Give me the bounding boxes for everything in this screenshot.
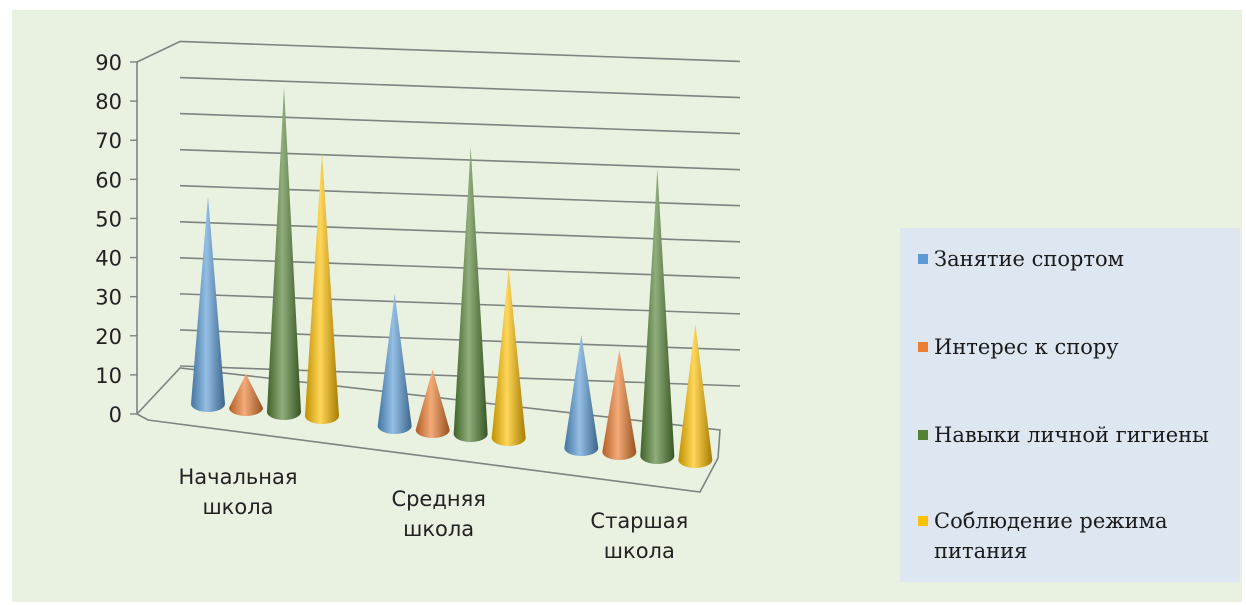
cone-4-3 bbox=[678, 324, 713, 468]
gridline bbox=[179, 148, 741, 171]
y-axis: 0 10 20 30 40 50 60 70 80 90 bbox=[95, 51, 137, 427]
cone-1-1 bbox=[191, 196, 225, 412]
legend-label: Навыки личной гигиены bbox=[934, 423, 1209, 447]
legend-label: Интерес к спору bbox=[934, 335, 1119, 359]
wall-edge bbox=[136, 40, 181, 63]
gridline bbox=[179, 184, 741, 207]
legend-label: Соблюдение режима питания bbox=[934, 509, 1168, 563]
cone-2-2 bbox=[415, 369, 450, 438]
legend-swatch bbox=[918, 342, 928, 352]
legend-swatch bbox=[918, 254, 928, 264]
y-tick-label: 0 bbox=[109, 403, 122, 427]
cones-layer bbox=[191, 87, 713, 468]
y-tick-label: 80 bbox=[95, 90, 122, 114]
floor bbox=[135, 367, 721, 493]
category-label: Средняя школа bbox=[391, 487, 485, 541]
x-axis: Начальная школа Средняя школа Старшая школа bbox=[179, 465, 689, 563]
y-tick-label: 20 bbox=[95, 325, 122, 349]
legend-item: Занятие спортом bbox=[918, 244, 1234, 274]
category-label: Старшая школа bbox=[590, 509, 688, 563]
y-tick-label: 70 bbox=[95, 129, 122, 153]
category-label: Начальная школа bbox=[179, 465, 298, 519]
legend-item: Навыки личной гигиены bbox=[918, 420, 1234, 450]
legend-label: Занятие спортом bbox=[934, 247, 1125, 271]
legend: Занятие спортом Интерес к спору Навыки лич… bbox=[900, 228, 1240, 582]
cone-4-2 bbox=[491, 268, 526, 446]
gridline bbox=[179, 112, 741, 135]
y-tick-label: 90 bbox=[95, 51, 122, 75]
y-tick-label: 60 bbox=[95, 168, 122, 192]
legend-item: Соблюдение режима питания bbox=[918, 506, 1234, 566]
gridline bbox=[179, 76, 741, 99]
legend-swatch bbox=[918, 516, 928, 526]
cone-1-3 bbox=[564, 334, 599, 456]
gridline bbox=[179, 220, 741, 243]
cone-3-3 bbox=[640, 168, 675, 465]
cone-2-1 bbox=[229, 374, 263, 416]
gridline bbox=[179, 40, 741, 63]
y-tick-label: 50 bbox=[95, 207, 122, 231]
legend-item: Интерес к спору bbox=[918, 332, 1234, 362]
y-tick-label: 40 bbox=[95, 247, 122, 271]
cone-4-1 bbox=[305, 151, 339, 424]
y-tick-label: 30 bbox=[95, 286, 122, 310]
cone-2-3 bbox=[602, 350, 637, 460]
legend-swatch bbox=[918, 430, 928, 440]
y-tick-label: 10 bbox=[95, 364, 122, 388]
cone-3-1 bbox=[267, 87, 301, 420]
gridline bbox=[179, 257, 741, 279]
cone-1-2 bbox=[377, 293, 412, 434]
cone-3-2 bbox=[453, 146, 488, 443]
